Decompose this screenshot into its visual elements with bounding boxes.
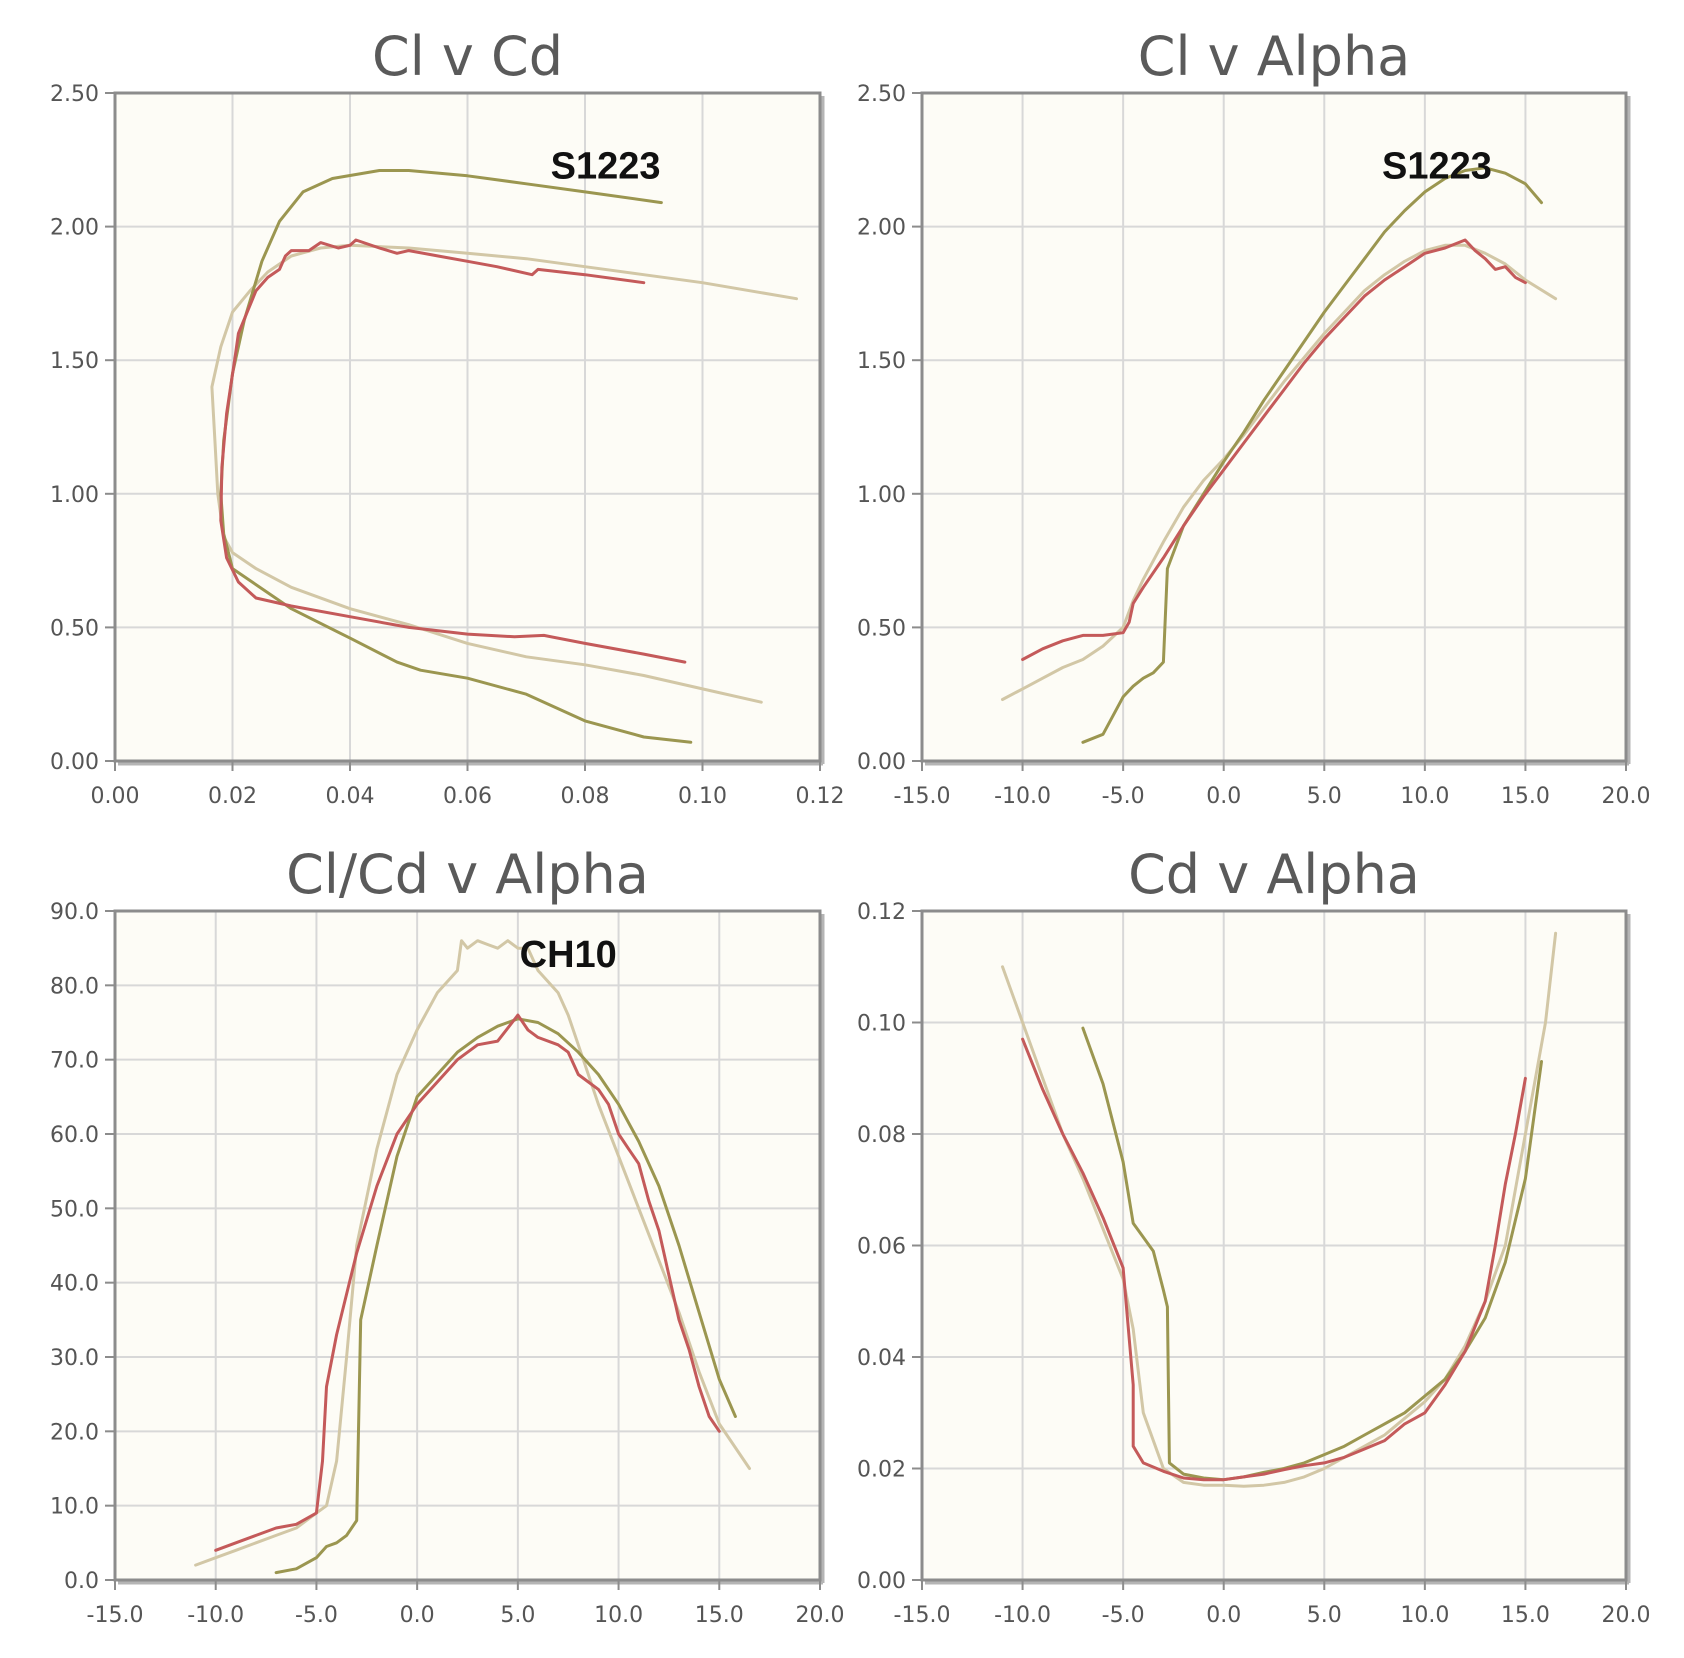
y-tick-label: 40.0 — [50, 1272, 99, 1297]
x-tick-label: 15.0 — [1501, 1603, 1550, 1628]
y-tick-label: 90.0 — [50, 900, 99, 925]
x-tick-label: 20.0 — [796, 1603, 845, 1628]
series-line-olive — [1081, 166, 1543, 744]
plot-background — [922, 93, 1626, 761]
y-tick-label: 20.0 — [50, 1420, 99, 1445]
y-tick-label: 2.00 — [857, 216, 906, 241]
series-line-tan — [1001, 931, 1558, 1488]
series-line-olive — [274, 1017, 737, 1575]
series-line-red — [1021, 1037, 1527, 1482]
chart-clcd-alpha: -15.0 -10.0 -5.0 0.0 5.0 10.0 15.0 20.0 0.0 10.0 2… — [50, 843, 844, 1628]
chart-title: Cl/Cd v Alpha — [286, 843, 649, 906]
y-tick-label: 0.12 — [857, 900, 906, 925]
plot-background — [115, 911, 820, 1580]
x-tick-label: 5.0 — [1307, 784, 1342, 809]
x-tick-label: 0.12 — [796, 784, 845, 809]
x-tick-label: 10.0 — [594, 1603, 643, 1628]
y-tick-label: 0.04 — [857, 1346, 906, 1371]
y-tick-label: 2.50 — [857, 82, 906, 107]
chart-cd-alpha: -15.0 -10.0 -5.0 0.0 5.0 10.0 15.0 20.0 0.00 0.02… — [857, 843, 1650, 1628]
y-tick-label: 0.08 — [857, 1123, 906, 1148]
y-tick-label: 80.0 — [50, 974, 99, 999]
annotation-label: CH10 — [520, 934, 617, 976]
y-tick-label: 60.0 — [50, 1123, 99, 1148]
x-tick-label: 5.0 — [500, 1603, 535, 1628]
annotation-label: S1223 — [1382, 146, 1492, 188]
x-tick-label: -10.0 — [994, 784, 1051, 809]
x-tick-label: 0.08 — [561, 784, 610, 809]
y-tick-label: 1.00 — [50, 483, 99, 508]
x-tick-label: -15.0 — [894, 784, 951, 809]
chart-title: Cd v Alpha — [1128, 843, 1420, 906]
series-line-red — [219, 238, 687, 664]
y-tick-label: 0.50 — [857, 616, 906, 641]
annotation-label: S1223 — [551, 146, 661, 188]
series-line-tan — [210, 243, 798, 704]
y-tick-label: 0.50 — [50, 616, 99, 641]
y-tick-label: 0.10 — [857, 1012, 906, 1037]
x-tick-label: 5.0 — [1307, 1603, 1342, 1628]
y-tick-label: 30.0 — [50, 1346, 99, 1371]
y-tick-label: 0.0 — [64, 1569, 99, 1594]
y-tick-label: 1.00 — [857, 483, 906, 508]
x-tick-label: 0.06 — [443, 784, 492, 809]
y-tick-label: 10.0 — [50, 1495, 99, 1520]
x-tick-label: 0.04 — [326, 784, 375, 809]
x-tick-label: 10.0 — [1400, 784, 1449, 809]
x-tick-label: 0.0 — [1206, 784, 1241, 809]
y-tick-label: 2.50 — [50, 82, 99, 107]
y-tick-label: 1.50 — [857, 349, 906, 374]
x-tick-label: -5.0 — [1102, 784, 1145, 809]
x-tick-label: -5.0 — [295, 1603, 338, 1628]
y-tick-label: 0.06 — [857, 1235, 906, 1260]
x-tick-label: 20.0 — [1602, 784, 1651, 809]
x-tick-label: -10.0 — [994, 1603, 1051, 1628]
x-tick-label: 15.0 — [1501, 784, 1550, 809]
chart-cl-cd: 0.00 0.02 0.04 0.06 0.08 0.10 0.12 0.00 0.50 1.00… — [50, 25, 844, 809]
x-tick-label: 10.0 — [1400, 1603, 1449, 1628]
x-tick-label: 0.02 — [208, 784, 257, 809]
x-tick-label: 0.0 — [400, 1603, 435, 1628]
y-tick-label: 0.02 — [857, 1458, 906, 1483]
y-tick-label: 1.50 — [50, 349, 99, 374]
y-tick-label: 0.00 — [50, 750, 99, 775]
plot-frame — [920, 91, 1628, 763]
y-tick-label: 50.0 — [50, 1197, 99, 1222]
x-tick-label: 0.00 — [91, 784, 140, 809]
x-tick-label: 0.10 — [678, 784, 727, 809]
y-tick-label: 70.0 — [50, 1049, 99, 1074]
series-line-red — [1021, 238, 1527, 661]
x-tick-label: 20.0 — [1602, 1603, 1651, 1628]
x-tick-label: -5.0 — [1102, 1603, 1145, 1628]
x-tick-label: 15.0 — [695, 1603, 744, 1628]
x-tick-label: -15.0 — [87, 1603, 144, 1628]
x-tick-label: 0.0 — [1206, 1603, 1241, 1628]
chart-title: Cl v Cd — [372, 25, 563, 88]
chart-title: Cl v Alpha — [1138, 25, 1411, 88]
x-tick-label: -10.0 — [187, 1603, 244, 1628]
y-tick-label: 0.00 — [857, 1569, 906, 1594]
x-tick-label: -15.0 — [894, 1603, 951, 1628]
series-line-red — [214, 1013, 721, 1552]
chart-cl-alpha: -15.0 -10.0 -5.0 0.0 5.0 10.0 15.0 20.0 0.00 0.50… — [857, 25, 1650, 809]
y-tick-label: 0.00 — [857, 750, 906, 775]
y-tick-label: 2.00 — [50, 216, 99, 241]
plot-frame — [113, 909, 822, 1582]
